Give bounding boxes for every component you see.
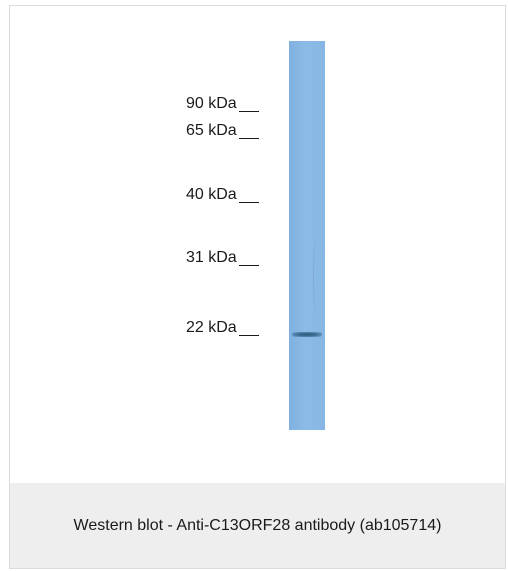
figure-card: 90 kDa 65 kDa 40 kDa 31 kDa 22 kDa Weste… bbox=[9, 5, 506, 569]
marker-90kda: 90 kDa bbox=[186, 95, 259, 113]
western-blot-image: 90 kDa 65 kDa 40 kDa 31 kDa 22 kDa bbox=[10, 6, 505, 483]
marker-tick bbox=[238, 137, 259, 139]
marker-label: 40 kDa bbox=[186, 186, 237, 203]
lane-streak bbox=[313, 241, 318, 311]
marker-label: 22 kDa bbox=[186, 319, 237, 336]
marker-22kda: 22 kDa bbox=[186, 319, 259, 337]
marker-label: 65 kDa bbox=[186, 122, 237, 139]
marker-tick bbox=[238, 201, 259, 203]
blot-lane bbox=[289, 41, 325, 430]
marker-31kda: 31 kDa bbox=[186, 249, 259, 267]
caption-bar: Western blot - Anti-C13ORF28 antibody (a… bbox=[10, 483, 505, 568]
marker-label: 90 kDa bbox=[186, 95, 237, 112]
figure-caption: Western blot - Anti-C13ORF28 antibody (a… bbox=[73, 516, 442, 534]
marker-40kda: 40 kDa bbox=[186, 186, 259, 204]
protein-band bbox=[292, 332, 322, 337]
marker-tick bbox=[238, 110, 259, 112]
marker-65kda: 65 kDa bbox=[186, 122, 259, 140]
marker-tick bbox=[238, 264, 259, 266]
marker-label: 31 kDa bbox=[186, 249, 237, 266]
marker-tick bbox=[238, 334, 259, 336]
